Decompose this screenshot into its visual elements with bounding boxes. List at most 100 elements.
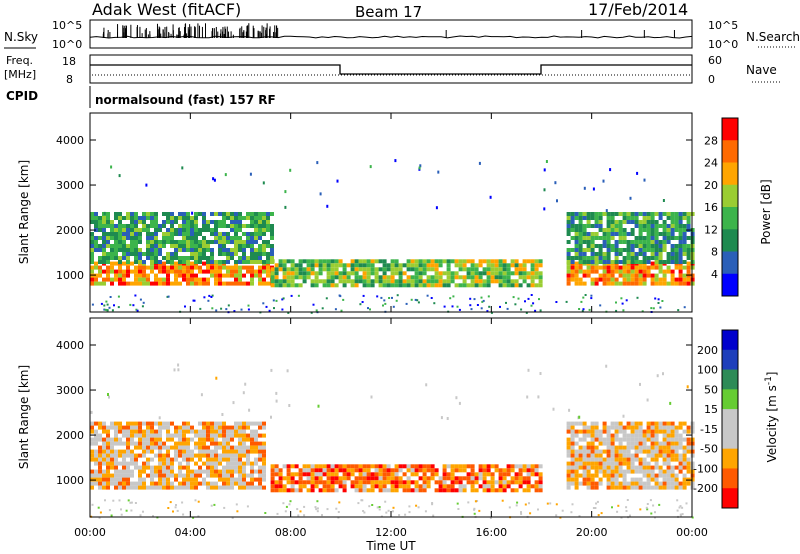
heatmap-cell — [250, 433, 254, 438]
heatmap-cell — [170, 256, 174, 260]
heatmap-cell — [198, 465, 202, 470]
heatmap-cell — [240, 308, 243, 311]
heatmap-cell — [211, 307, 214, 310]
heatmap-cell — [642, 445, 647, 450]
heatmap-cell — [634, 445, 639, 450]
heatmap-cell — [318, 259, 323, 264]
heatmap-cell — [326, 480, 331, 485]
heatmap-cell — [650, 244, 655, 248]
heatmap-cell — [646, 244, 651, 248]
heatmap-cell — [302, 468, 307, 473]
heatmap-cell — [442, 484, 447, 489]
heatmap-cell — [592, 187, 595, 191]
heatmap-cell — [202, 277, 206, 282]
heatmap-cell — [626, 441, 631, 446]
heatmap-cell — [598, 481, 603, 486]
heatmap-cell — [646, 232, 651, 236]
heatmap-cell — [238, 224, 242, 228]
heatmap-cell — [478, 484, 483, 489]
heatmap-cell — [578, 260, 583, 264]
heatmap-cell — [162, 244, 166, 248]
heatmap-cell — [458, 308, 461, 311]
heatmap-cell — [190, 244, 194, 248]
heatmap-cell — [174, 240, 178, 244]
heatmap-cell — [238, 477, 242, 482]
heatmap-cell — [90, 473, 94, 478]
heatmap-cell — [290, 271, 295, 276]
heatmap-cell — [238, 441, 242, 446]
heatmap-cell — [386, 275, 391, 280]
heatmap-cell — [90, 281, 94, 286]
heatmap-cell — [626, 216, 631, 220]
heatmap-cell — [534, 275, 539, 280]
heatmap-cell — [90, 457, 94, 462]
heatmap-cell — [230, 457, 234, 462]
heatmap-cell — [574, 277, 579, 282]
heatmap-cell — [346, 275, 351, 280]
heatmap-cell — [142, 485, 146, 490]
heatmap-cell — [650, 441, 655, 446]
heatmap-cell — [690, 228, 695, 232]
heatmap-cell — [334, 472, 339, 477]
heatmap-cell — [142, 228, 146, 232]
heatmap-cell — [258, 212, 262, 216]
heatmap-cell — [422, 488, 427, 493]
heatmap-cell — [210, 429, 214, 434]
heatmap-cell — [238, 473, 242, 478]
heatmap-cell — [198, 481, 202, 486]
heatmap-cell — [462, 279, 467, 284]
heatmap-cell — [246, 449, 250, 454]
heatmap-cell — [162, 445, 166, 450]
heatmap-cell — [615, 309, 618, 312]
heatmap-cell — [306, 464, 311, 469]
colorbar-segment — [722, 330, 738, 351]
heatmap-cell — [430, 297, 433, 299]
heatmap-cell — [281, 308, 284, 311]
colorbar-tick-label: 200 — [697, 344, 718, 357]
heatmap-cell — [654, 240, 659, 244]
heatmap-cell — [202, 477, 206, 482]
heatmap-cell — [634, 236, 639, 240]
heatmap-cell — [162, 425, 166, 430]
heatmap-cell — [610, 441, 615, 446]
heatmap-cell — [102, 260, 106, 264]
heatmap-cell — [342, 263, 347, 268]
nsearch-tick-bottom: 10^0 — [708, 38, 738, 51]
heatmap-cell — [194, 273, 198, 278]
heatmap-cell — [666, 453, 671, 458]
heatmap-cell — [394, 464, 399, 469]
heatmap-cell — [606, 445, 611, 450]
heatmap-cell — [462, 464, 467, 469]
heatmap-cell — [302, 271, 307, 276]
heatmap-cell — [158, 469, 162, 474]
heatmap-cell — [182, 481, 186, 486]
heatmap-cell — [650, 465, 655, 470]
heatmap-cell — [286, 279, 291, 284]
heatmap-cell — [686, 256, 691, 260]
heatmap-cell — [194, 252, 198, 256]
heatmap-cell — [570, 216, 575, 220]
heatmap-cell — [661, 300, 664, 302]
heatmap-cell — [482, 468, 487, 473]
heatmap-cell — [238, 281, 242, 286]
heatmap-cell — [370, 488, 375, 493]
heatmap-cell — [494, 468, 499, 473]
heatmap-cell — [166, 453, 170, 458]
heatmap-cell — [346, 472, 351, 477]
heatmap-cell — [178, 269, 182, 274]
heatmap-cell — [202, 429, 206, 434]
heatmap-cell — [418, 464, 423, 469]
heatmap-cell — [134, 281, 138, 286]
heatmap-cell — [102, 216, 106, 220]
heatmap-cell — [182, 248, 186, 252]
heatmap-cell — [98, 220, 102, 224]
heatmap-cell — [230, 461, 234, 466]
heatmap-cell — [378, 480, 383, 485]
heatmap-cell — [346, 271, 351, 276]
heatmap-cell — [474, 500, 477, 503]
heatmap-cell — [194, 485, 198, 490]
heatmap-cell — [254, 449, 258, 454]
heatmap-cell — [370, 263, 375, 268]
heatmap-cell — [363, 511, 366, 514]
heatmap-cell — [178, 260, 182, 264]
